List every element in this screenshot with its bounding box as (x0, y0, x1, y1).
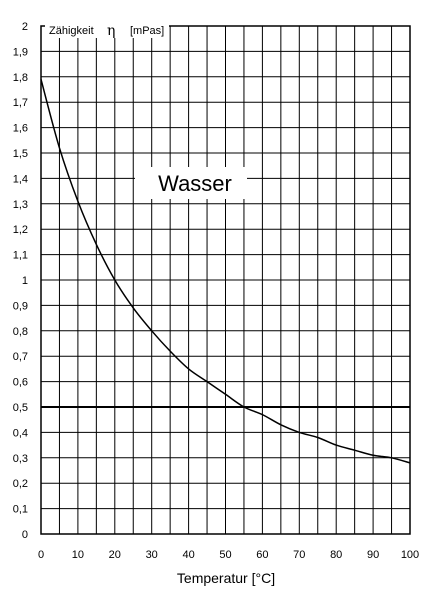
annotation-label: Wasser (158, 171, 232, 196)
ylabel-unit: [mPas] (130, 25, 164, 37)
y-tick-label: 1,5 (13, 148, 28, 160)
y-tick-label: 0,2 (13, 478, 28, 490)
y-tick-label: 2 (22, 21, 28, 33)
x-tick-label: 40 (182, 549, 194, 561)
y-tick-label: 1,6 (13, 123, 28, 135)
ylabel-symbol: η (107, 23, 115, 39)
y-tick-label: 1,9 (13, 46, 28, 58)
x-tick-label: 80 (330, 549, 342, 561)
x-tick-labels: 0 10 20 30 40 50 60 70 80 90 100 (38, 549, 419, 561)
x-tick-label: 60 (256, 549, 268, 561)
y-tick-label: 1,2 (13, 224, 28, 236)
plot-frame (40, 25, 411, 535)
y-tick-label: 0,4 (13, 427, 28, 439)
y-tick-label: 1,7 (13, 97, 28, 109)
x-tick-label: 0 (38, 549, 44, 561)
y-tick-label: 0,8 (13, 326, 28, 338)
y-tick-label: 0,5 (13, 402, 28, 414)
y-tick-label: 1,3 (13, 199, 28, 211)
y-tick-label: 0,6 (13, 377, 28, 389)
x-tick-label: 70 (293, 549, 305, 561)
x-tick-label: 50 (219, 549, 231, 561)
y-tick-label: 0,7 (13, 351, 28, 363)
grid (40, 25, 411, 535)
x-tick-label: 30 (146, 549, 158, 561)
x-tick-label: 20 (109, 549, 121, 561)
y-tick-label: 1 (22, 275, 28, 287)
ylabel-text: Zähigkeit (49, 25, 94, 37)
y-tick-label: 0,3 (13, 453, 28, 465)
x-tick-label: 100 (401, 549, 419, 561)
x-tick-label: 90 (367, 549, 379, 561)
annotation-background (135, 167, 247, 199)
curve-layer (40, 79, 411, 464)
y-tick-label: 0 (22, 529, 28, 541)
y-tick-label: 1,8 (13, 72, 28, 84)
viscosity-curve (40, 79, 411, 464)
x-axis-label: Temperatur [°C] (177, 570, 275, 586)
y-tick-label: 0,9 (13, 300, 28, 312)
x-tick-label: 10 (72, 549, 84, 561)
y-tick-label: 1,4 (13, 173, 28, 185)
y-tick-label: 0,1 (13, 504, 28, 516)
ylabel-background (45, 20, 169, 38)
y-tick-label: 1,1 (13, 250, 28, 262)
y-tick-labels: 0 0,1 0,2 0,3 0,4 0,5 0,6 0,7 0,8 0,9 1 1,1 1,2 1,3 1,… (13, 21, 28, 541)
